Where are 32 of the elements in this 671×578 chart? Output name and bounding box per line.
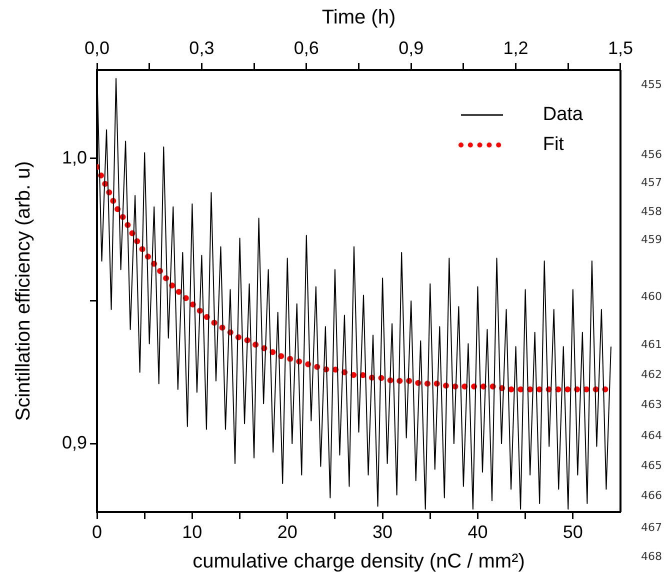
x-axis-title: cumulative charge density (nC / mm²) <box>192 550 525 573</box>
x2-tick-label: 0,3 <box>189 38 214 58</box>
legend-label: Fit <box>542 133 564 157</box>
x-tick-label: 0 <box>92 522 102 542</box>
x-tick-label: 50 <box>562 522 583 542</box>
text: 467 <box>641 521 662 534</box>
text: 463 <box>641 398 662 411</box>
x2-tick-label: 0,0 <box>84 38 110 58</box>
y-tick-label: 1,0 <box>62 147 87 168</box>
x-tick-label: 10 <box>182 522 202 542</box>
x-tick-label: 40 <box>468 522 488 542</box>
text: 457 <box>641 176 662 189</box>
text: 458 <box>641 205 662 218</box>
text: 455 <box>641 78 662 91</box>
text: 460 <box>641 290 662 303</box>
text: 462 <box>641 368 662 381</box>
x-tick-label: 30 <box>372 522 393 542</box>
x2-tick-label: 1,2 <box>503 38 528 58</box>
text: 466 <box>641 489 662 502</box>
x2-tick-label: 0,9 <box>398 38 424 58</box>
text: 459 <box>641 233 662 246</box>
text: 456 <box>641 148 662 161</box>
x2-axis-title: Time (h) <box>322 6 396 29</box>
text: 461 <box>641 338 662 351</box>
text: 465 <box>641 459 662 472</box>
x2-tick-label: 1,5 <box>608 38 634 58</box>
y-axis-title: Scintillation efficiency (arb. u) <box>12 161 35 421</box>
legend-label: Data <box>542 103 583 127</box>
x2-tick-label: 0,6 <box>294 38 319 58</box>
text: 468 <box>641 550 662 563</box>
x-tick-label: 20 <box>277 522 298 542</box>
text: 464 <box>641 429 662 442</box>
